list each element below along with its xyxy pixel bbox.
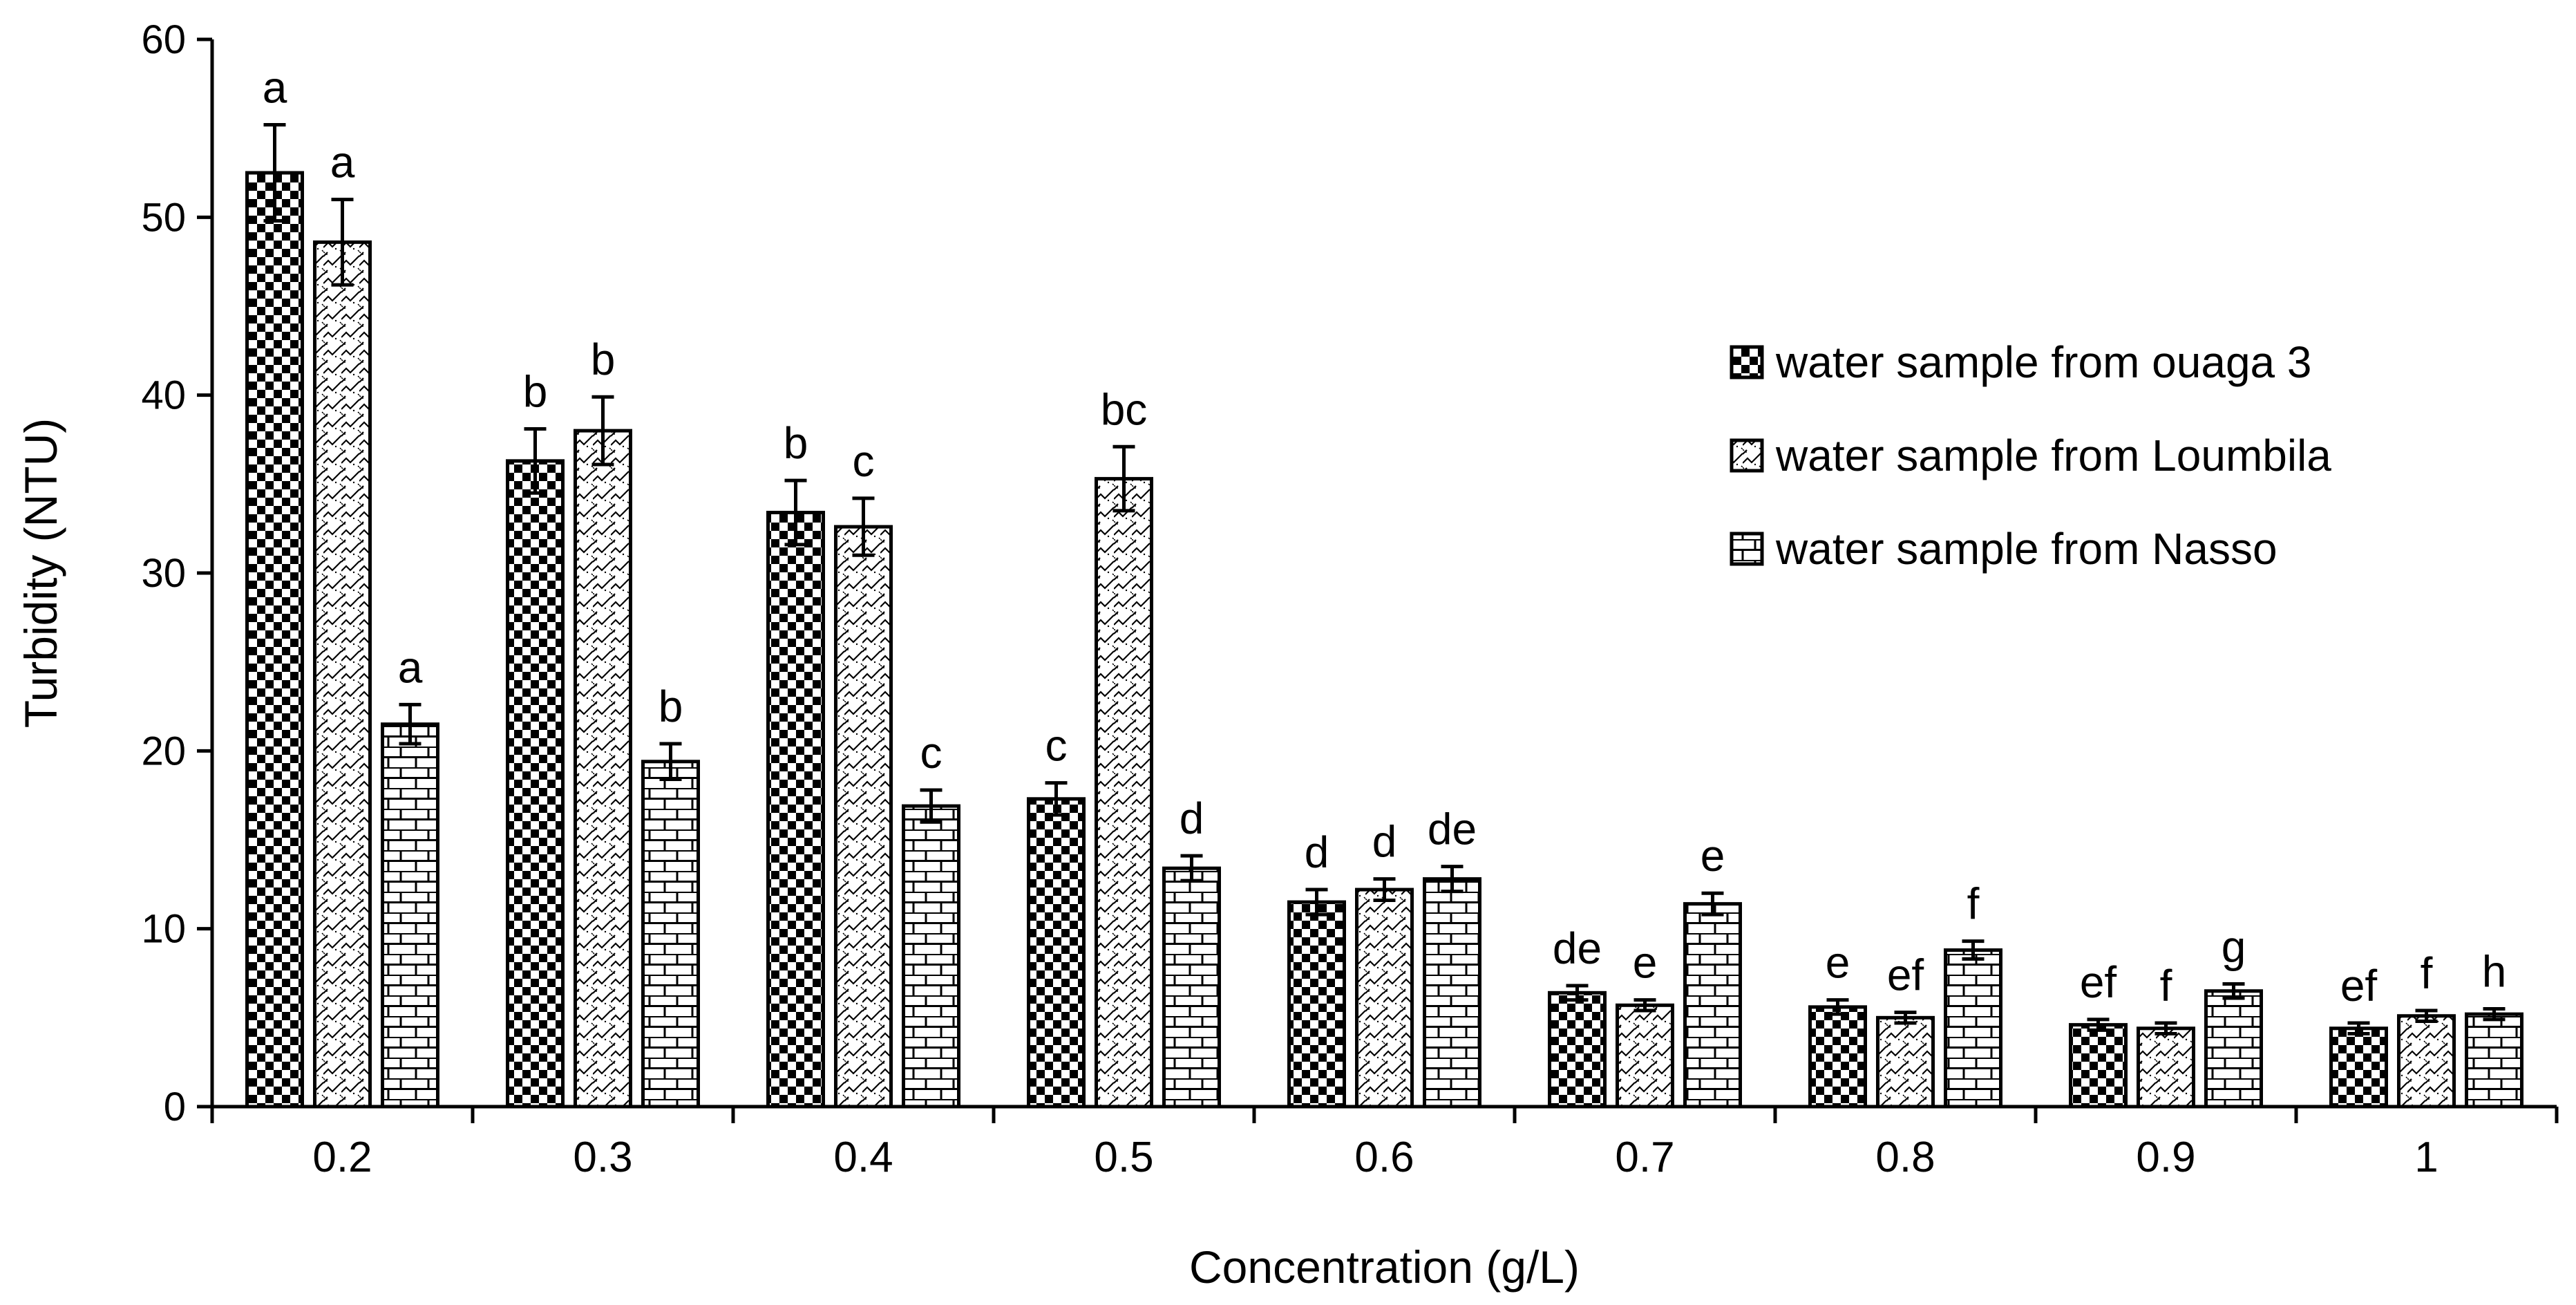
bar-wave-0.3: [574, 429, 632, 1109]
significance-letter: c: [1045, 721, 1068, 771]
y-axis-title: Turbidity (NTU): [15, 418, 66, 729]
y-tick-label: 50: [141, 195, 186, 240]
significance-letter: a: [398, 642, 423, 692]
significance-letter: ef: [2080, 957, 2117, 1007]
y-tick-label: 30: [141, 551, 186, 596]
bar-brick-0.3: [641, 760, 700, 1109]
significance-letter: g: [2222, 921, 2246, 971]
significance-letter: ef: [2340, 961, 2378, 1011]
bar-wave-0.2: [313, 240, 372, 1109]
x-axis-title: Concentration (g/L): [1189, 1241, 1580, 1293]
bar-brick-0.2: [381, 722, 439, 1109]
significance-letter: e: [1633, 938, 1658, 988]
bar-wave-0.9: [2137, 1026, 2195, 1109]
significance-letter: f: [2160, 961, 2172, 1011]
significance-letter: f: [1967, 879, 1980, 929]
x-tick-label: 0.2: [312, 1134, 372, 1181]
bar-brick-0.8: [1944, 948, 2002, 1109]
bar-checker-0.4: [766, 511, 825, 1109]
legend-swatch-brick: [1730, 532, 1764, 566]
bar-brick-0.9: [2204, 989, 2263, 1109]
y-tick-label: 20: [141, 729, 186, 773]
bar-checker-0.9: [2069, 1023, 2128, 1109]
legend-label: water sample from Nasso: [1775, 524, 2277, 574]
legend-label: water sample from Loumbila: [1775, 431, 2331, 480]
bar-wave-0.7: [1616, 1003, 1674, 1109]
significance-letter: ef: [1887, 950, 1924, 1000]
bar-brick-0.5: [1162, 866, 1221, 1109]
bar-checker-0.3: [506, 459, 565, 1109]
y-tick-label: 60: [141, 17, 186, 62]
significance-letter: b: [659, 682, 683, 731]
significance-letter: h: [2482, 946, 2507, 996]
bar-wave-1: [2397, 1014, 2456, 1109]
significance-letter: a: [263, 63, 287, 113]
plot-area: 0 10 20 30 40 50 60 0.2 0.3 0.4 0.5 0.6 0.7 0.8 0.9 1 Co…: [15, 17, 2559, 1293]
y-tick-label: 0: [164, 1085, 186, 1129]
x-tick-label: 0.4: [833, 1134, 893, 1181]
significance-letter: d: [1180, 794, 1204, 843]
bar-checker-0.7: [1548, 991, 1607, 1109]
bar-checker-0.5: [1027, 797, 1086, 1109]
bar-checker-0.8: [1808, 1005, 1867, 1109]
x-tick-label: 0.9: [2136, 1134, 2195, 1181]
bar-wave-0.5: [1095, 477, 1153, 1109]
significance-letter: c: [920, 728, 943, 778]
legend-label: water sample from ouaga 3: [1775, 337, 2312, 387]
significance-letter: b: [523, 367, 548, 417]
bar-wave-0.4: [834, 525, 893, 1109]
bar-brick-0.6: [1423, 877, 1481, 1109]
bar-brick-0.4: [902, 804, 960, 1109]
bar-checker-0.2: [245, 171, 304, 1109]
bar-brick-0.7: [1683, 902, 1742, 1109]
bar-wave-0.8: [1876, 1015, 1935, 1109]
significance-letter: de: [1428, 805, 1477, 854]
bar-brick-1: [2465, 1012, 2523, 1109]
significance-letter: f: [2421, 948, 2433, 998]
significance-letter: b: [591, 335, 616, 384]
x-tick-label: 1: [2414, 1134, 2438, 1181]
significance-letter: bc: [1101, 384, 1148, 434]
significance-letter: e: [1701, 831, 1725, 881]
legend-swatch-wave: [1730, 438, 1764, 473]
significance-letter: c: [853, 436, 875, 486]
significance-letter: e: [1826, 938, 1850, 988]
x-tick-label: 0.6: [1354, 1134, 1414, 1181]
x-tick-label: 0.8: [1875, 1134, 1935, 1181]
significance-letter: d: [1305, 827, 1329, 877]
x-tick-label: 0.7: [1615, 1134, 1674, 1181]
bar-checker-1: [2329, 1026, 2388, 1109]
y-tick-label: 40: [141, 373, 186, 418]
x-tick-label: 0.3: [573, 1134, 632, 1181]
significance-letter: b: [784, 418, 808, 468]
bar-checker-0.6: [1287, 900, 1346, 1109]
significance-letter: de: [1553, 923, 1602, 973]
legend-swatch-checker: [1730, 345, 1764, 379]
legend: water sample from ouaga 3 water sample fr…: [1730, 337, 2331, 574]
bar-wave-0.6: [1355, 888, 1414, 1109]
significance-letter: d: [1372, 817, 1397, 867]
x-tick-label: 0.5: [1094, 1134, 1153, 1181]
significance-letter: a: [330, 138, 355, 187]
y-tick-label: 10: [141, 907, 186, 952]
